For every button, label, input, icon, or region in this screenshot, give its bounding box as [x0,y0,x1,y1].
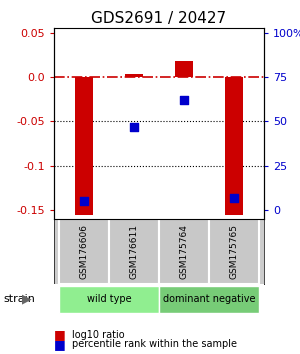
Point [182,97,186,103]
Title: GDS2691 / 20427: GDS2691 / 20427 [92,11,226,26]
Text: strain: strain [3,294,35,304]
Point [232,195,236,200]
Text: ■: ■ [54,328,66,341]
FancyBboxPatch shape [159,286,259,313]
Point [82,198,86,204]
Text: GSM176611: GSM176611 [130,224,139,279]
FancyBboxPatch shape [159,219,209,284]
Text: log10 ratio: log10 ratio [72,330,124,339]
Text: GSM176606: GSM176606 [80,224,88,279]
Text: ■: ■ [54,338,66,351]
Text: GSM175765: GSM175765 [230,224,238,279]
FancyBboxPatch shape [59,286,159,313]
Text: ▶: ▶ [22,293,31,306]
Bar [175,61,193,77]
Point [132,124,136,130]
Bar [75,77,93,215]
Text: GSM175764: GSM175764 [179,224,188,279]
Text: dominant negative: dominant negative [163,294,255,304]
Text: wild type: wild type [87,294,131,304]
FancyBboxPatch shape [59,219,109,284]
Bar [125,74,143,77]
FancyBboxPatch shape [209,219,259,284]
FancyBboxPatch shape [109,219,159,284]
Text: percentile rank within the sample: percentile rank within the sample [72,339,237,349]
Bar [225,77,243,215]
